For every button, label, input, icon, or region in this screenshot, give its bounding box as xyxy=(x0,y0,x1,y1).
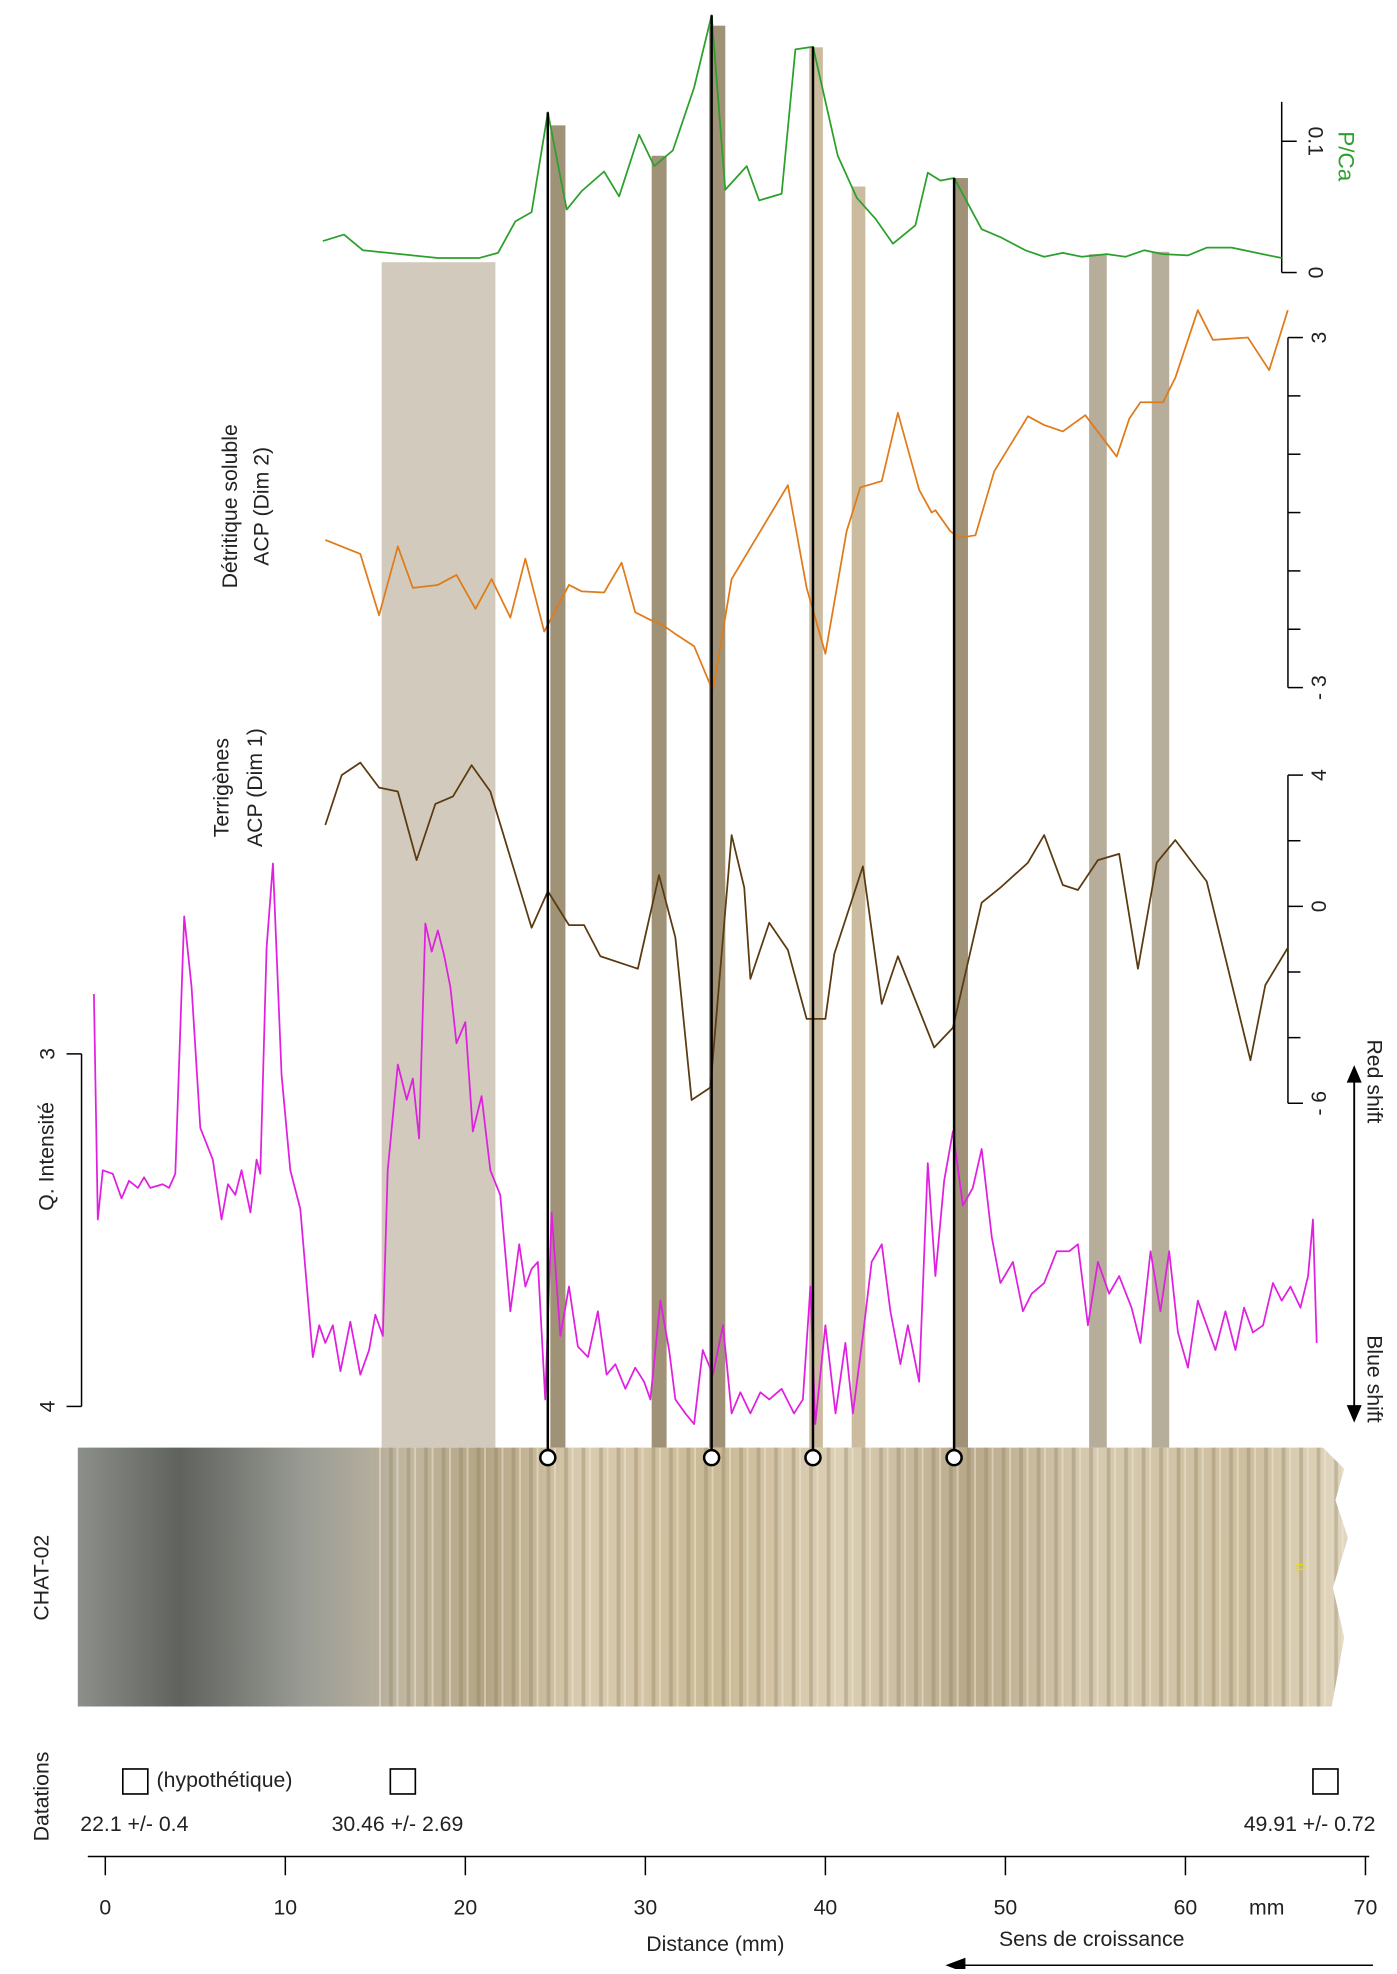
x-tick-label: 70 xyxy=(1354,1896,1378,1920)
y-axis-label: Terrigènes xyxy=(209,738,233,837)
highlight-band xyxy=(1089,254,1107,1448)
highlight-band xyxy=(809,47,823,1448)
y-axis-label: P/Ca xyxy=(1333,131,1358,182)
datation-age: 49.91 +/- 0.72 xyxy=(1244,1812,1376,1836)
series-line xyxy=(324,761,1289,1101)
growth-arrowhead xyxy=(945,1957,966,1973)
y-tick-label: 4 xyxy=(1307,769,1331,781)
correlation-point xyxy=(702,1448,721,1467)
shift-label: Blue shift xyxy=(1362,1335,1386,1423)
datation-box xyxy=(1312,1768,1339,1795)
series-line xyxy=(322,14,1282,259)
x-tick-label: 20 xyxy=(454,1896,478,1920)
y-tick-label: - 6 xyxy=(1307,1091,1331,1116)
photo xyxy=(77,1447,1348,1707)
correlation-point xyxy=(804,1448,822,1467)
y-tick-label: 4 xyxy=(36,1400,60,1412)
x-unit: mm xyxy=(1249,1896,1284,1920)
correlation-point xyxy=(945,1448,963,1467)
x-tick-label: 30 xyxy=(634,1896,658,1920)
y-tick-label: - 3 xyxy=(1307,675,1331,700)
x-tick-label: 60 xyxy=(1174,1896,1198,1920)
photo-laminae xyxy=(375,1447,1348,1707)
shift-label: Red shift xyxy=(1362,1039,1386,1123)
sample-label: CHAT-02 xyxy=(29,1535,53,1621)
x-tick-label: 0 xyxy=(99,1896,111,1920)
y-axis-label: Détritique soluble xyxy=(218,424,242,588)
highlight-band xyxy=(851,186,866,1448)
correlation-point xyxy=(539,1448,557,1467)
x-tick-label: 40 xyxy=(814,1896,838,1920)
x-axis-label: Distance (mm) xyxy=(646,1932,784,1956)
highlight-band xyxy=(1151,251,1170,1448)
highlight-band xyxy=(381,262,496,1448)
datation-box xyxy=(121,1768,149,1795)
series-line xyxy=(325,309,1289,692)
y-tick-label: 3 xyxy=(1307,332,1331,344)
y-tick-label: 0 xyxy=(1304,267,1328,279)
highlight-band xyxy=(651,155,667,1448)
highlight-band xyxy=(954,178,968,1448)
datation-age: 30.46 +/- 2.69 xyxy=(332,1812,464,1836)
y-axis-label: Q. Intensité xyxy=(34,1102,58,1211)
datation-box xyxy=(389,1768,417,1795)
datation-age: 22.1 +/- 0.4 xyxy=(80,1812,188,1836)
x-tick-label: 50 xyxy=(994,1896,1018,1920)
datations-title: Datations xyxy=(29,1752,53,1842)
highlight-band xyxy=(709,25,726,1448)
series-line xyxy=(93,862,1318,1425)
y-axis-label: ACP (Dim 2) xyxy=(249,447,273,566)
growth-direction: Sens de croissance xyxy=(999,1927,1184,1951)
y-tick-label: 3 xyxy=(36,1048,60,1060)
y-axis-label: ACP (Dim 1) xyxy=(243,728,267,847)
y-tick-label: 0.1 xyxy=(1304,126,1328,156)
photo-mark: P xyxy=(1295,1561,1305,1578)
y-tick-label: 0 xyxy=(1307,900,1331,912)
x-tick-label: 10 xyxy=(274,1896,298,1920)
highlight-band xyxy=(550,125,566,1448)
datation-note: (hypothétique) xyxy=(157,1768,293,1792)
